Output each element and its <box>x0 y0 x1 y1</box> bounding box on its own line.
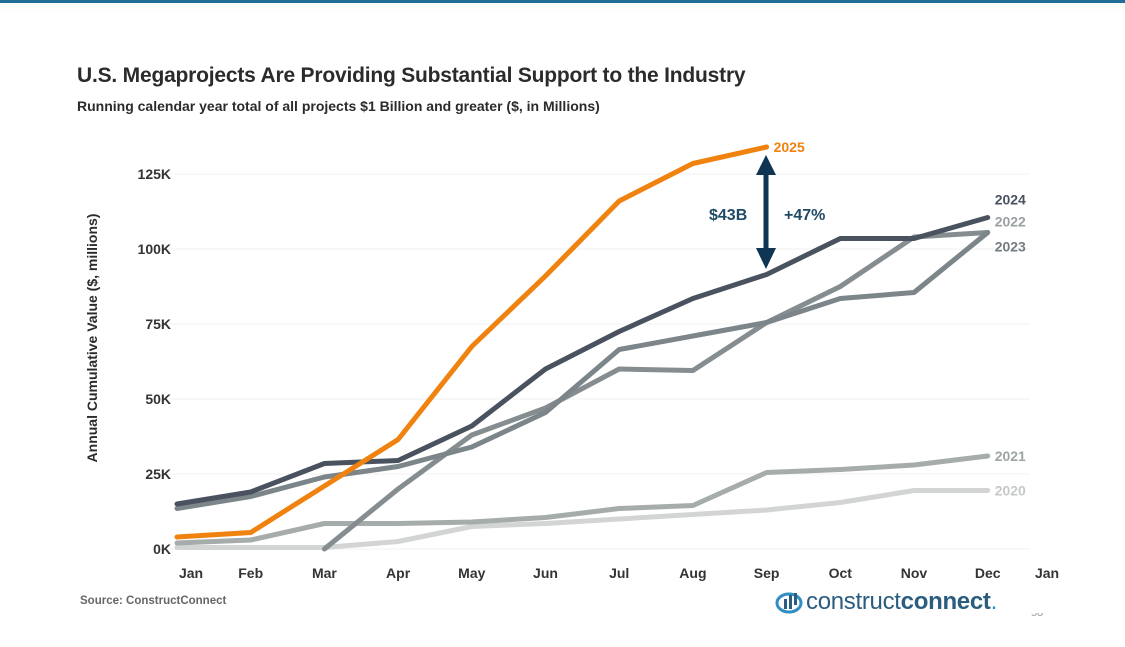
x-tick-label: Sep <box>754 565 780 581</box>
x-tick-label: Apr <box>386 565 411 581</box>
series-label-2024: 2024 <box>995 192 1026 208</box>
y-tick-label: 50K <box>145 391 171 407</box>
x-tick-label: Jan <box>1035 565 1059 581</box>
series-line-2024 <box>174 215 991 507</box>
difference-arrow-head-down <box>756 248 776 269</box>
series-lines <box>174 144 991 552</box>
chart-title: U.S. Megaprojects Are Providing Substant… <box>77 64 746 87</box>
x-axis-ticks: Jan Feb Mar Apr May Jun Jul Aug Sep Oct Nov Dec Jan <box>179 565 1059 581</box>
logo-word-construct: construct <box>806 588 901 615</box>
logo-mark-icon <box>775 592 803 614</box>
annotation-percent-diff: +47% <box>784 207 825 224</box>
series-label-2020: 2020 <box>995 483 1026 499</box>
y-axis-ticks: 0K 25K 50K 75K 100K 125K <box>138 166 171 557</box>
x-tick-label: Jun <box>533 565 558 581</box>
constructconnect-logo: construct connect. <box>775 588 997 616</box>
x-tick-label: Jan <box>179 565 203 581</box>
page-number: 58 <box>1031 613 1051 622</box>
difference-arrow-head-up <box>756 155 776 175</box>
x-tick-label: Dec <box>975 565 1001 581</box>
annotation-group: $43B +47% <box>709 155 825 269</box>
series-labels: 2020 2021 2023 2022 2024 2025 <box>774 139 1026 499</box>
series-label-2023: 2023 <box>995 239 1026 255</box>
x-tick-label: Aug <box>679 565 706 581</box>
series-line-2022 <box>174 230 991 511</box>
series-line-2020 <box>174 488 991 550</box>
logo-word-connect: connect <box>900 588 991 615</box>
x-tick-label: Mar <box>312 565 337 581</box>
chart-subtitle: Running calendar year total of all proje… <box>77 98 600 114</box>
y-tick-label: 100K <box>138 241 171 257</box>
x-tick-label: Nov <box>901 565 928 581</box>
logo-dot: . <box>990 588 998 615</box>
x-tick-label: Feb <box>238 565 263 581</box>
series-label-2021: 2021 <box>995 448 1026 464</box>
annotation-dollar-diff: $43B <box>709 207 747 224</box>
source-note: Source: ConstructConnect <box>80 595 227 607</box>
x-tick-label: Oct <box>829 565 853 581</box>
top-accent-bar <box>0 0 1125 3</box>
series-line-2021 <box>174 453 991 546</box>
x-tick-label: Jul <box>609 565 629 581</box>
y-tick-label: 75K <box>145 316 171 332</box>
x-tick-label: May <box>458 565 485 581</box>
y-tick-label: 0K <box>153 541 171 557</box>
series-line-2025 <box>174 144 770 540</box>
series-line-2023 <box>321 230 991 552</box>
page-number-text: 58 <box>1031 613 1044 619</box>
y-axis-label: Annual Cumulative Value ($, millions) <box>84 214 100 463</box>
series-label-2022: 2022 <box>995 214 1026 230</box>
y-tick-label: 125K <box>138 166 171 182</box>
y-tick-label: 25K <box>145 466 171 482</box>
top-shade <box>0 3 1125 13</box>
series-label-2025: 2025 <box>774 139 805 155</box>
